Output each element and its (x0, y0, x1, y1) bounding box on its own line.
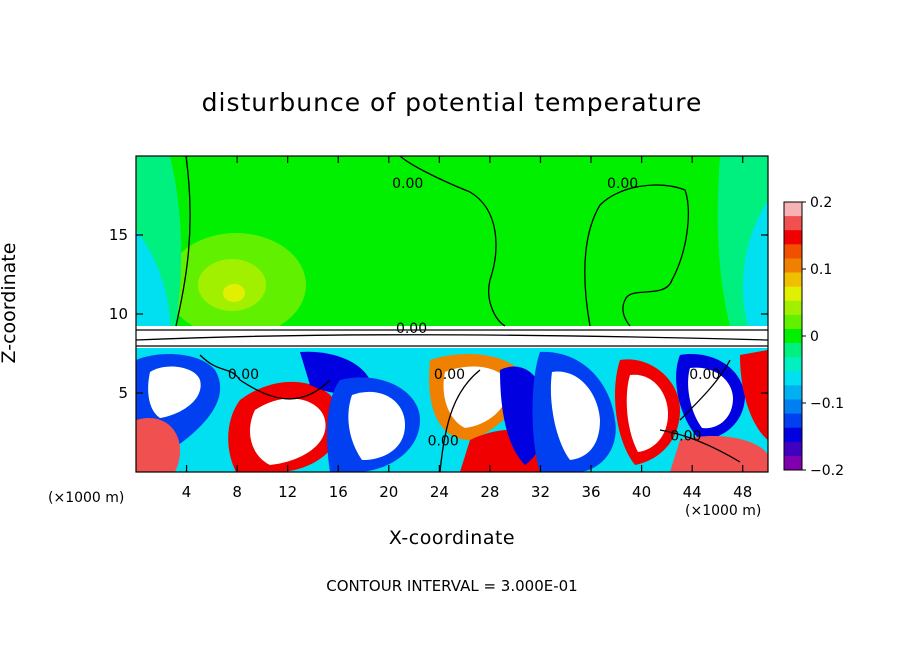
colorbar-swatch (784, 244, 802, 259)
contour-line (584, 184, 689, 327)
colorbar-tick-label: −0.1 (810, 396, 844, 412)
x-tick-label: 32 (531, 483, 550, 501)
colorbar-swatch (784, 202, 802, 217)
contour-line (659, 429, 741, 463)
x-unit-label-right: (×1000 m) (685, 503, 762, 519)
contour-label-layer: 0.00 0.00 0.00 0.00 0.00 0.00 0.00 0.00 (228, 176, 721, 450)
colorbar-swatch (784, 272, 802, 288)
blob (148, 366, 201, 418)
contour-line (679, 359, 731, 421)
blob (740, 350, 768, 440)
contour-interval-note: CONTOUR INTERVAL = 3.000E-01 (326, 577, 578, 595)
inversion-band (136, 326, 768, 348)
blob (348, 391, 405, 460)
y-tick-label: 15 (109, 226, 128, 244)
blob (688, 367, 733, 429)
x-tick-label: 28 (480, 483, 499, 501)
x-tick-label: 12 (278, 483, 297, 501)
x-tick-label: 4 (182, 483, 192, 501)
colorbar-swatch (784, 216, 802, 231)
y-axis: 5 10 15 (109, 226, 768, 402)
warm-patch-core (223, 284, 245, 302)
colorbar-tick-label: 0.2 (810, 195, 832, 211)
colorbar-swatch (784, 314, 802, 330)
blob (626, 374, 668, 452)
blob (136, 418, 181, 472)
contour-line (136, 334, 768, 341)
x-axis-label: X-coordinate (388, 527, 516, 549)
x-tick-label: 16 (329, 483, 348, 501)
x-unit-label-left: (×1000 m) (48, 490, 125, 506)
contour-label: 0.00 (434, 367, 465, 383)
y-tick-label: 5 (118, 384, 128, 402)
colorbar-swatch (784, 300, 802, 316)
x-tick-label: 8 (232, 483, 242, 501)
colorbar-swatch (784, 258, 802, 274)
chart-title: disturbunce of potential temperature (201, 88, 703, 117)
colorbar-swatch (784, 413, 802, 429)
x-axis: 4 8 12 16 20 24 28 32 36 40 44 48 (182, 156, 752, 501)
contour-label: 0.00 (428, 433, 459, 449)
colorbar-swatch (784, 399, 802, 415)
colorbar-swatch (784, 328, 802, 344)
x-tick-label: 48 (733, 483, 752, 501)
right-edge-cyan (742, 200, 768, 326)
x-tick-label: 36 (581, 483, 600, 501)
colorbar-swatch (784, 230, 802, 245)
colorbar-tick-label: −0.2 (810, 463, 844, 479)
contour-line (175, 156, 191, 327)
x-tick-label: 20 (379, 483, 398, 501)
colorbar-swatch (784, 441, 802, 457)
colorbar-swatch (784, 427, 802, 443)
y-tick-label: 10 (109, 305, 128, 323)
x-tick-label: 24 (430, 483, 449, 501)
colorbar-swatch (784, 455, 802, 471)
x-tick-label: 44 (683, 483, 702, 501)
contour-label: 0.00 (228, 367, 259, 383)
colorbar-swatch (784, 343, 802, 358)
colorbar-tick-label: 0.1 (810, 262, 832, 278)
contour-line (439, 369, 481, 472)
colorbar-swatch (784, 357, 802, 372)
left-edge-cyan (136, 230, 170, 326)
blob (250, 398, 326, 465)
contour-lines (136, 156, 768, 472)
colorbar-tick-label: 0 (810, 329, 819, 345)
contour-label: 0.00 (689, 367, 720, 383)
contour-label: 0.00 (607, 176, 638, 192)
blob (443, 366, 509, 428)
field-layer (136, 156, 768, 472)
contour-label: 0.00 (396, 321, 427, 337)
colorbar-swatch (784, 371, 802, 386)
blob (670, 435, 768, 472)
x-tick-label: 40 (632, 483, 651, 501)
colorbar-swatch (784, 286, 802, 302)
turbulent-blobs (136, 350, 768, 472)
blob (550, 371, 600, 460)
contour-label: 0.00 (392, 176, 423, 192)
contour-line (399, 156, 506, 327)
colorbar-swatch (784, 385, 802, 400)
contour-label: 0.00 (670, 429, 701, 445)
colorbar: 0.2 0.1 0 −0.1 −0.2 (783, 195, 844, 479)
contour-line (199, 354, 331, 400)
